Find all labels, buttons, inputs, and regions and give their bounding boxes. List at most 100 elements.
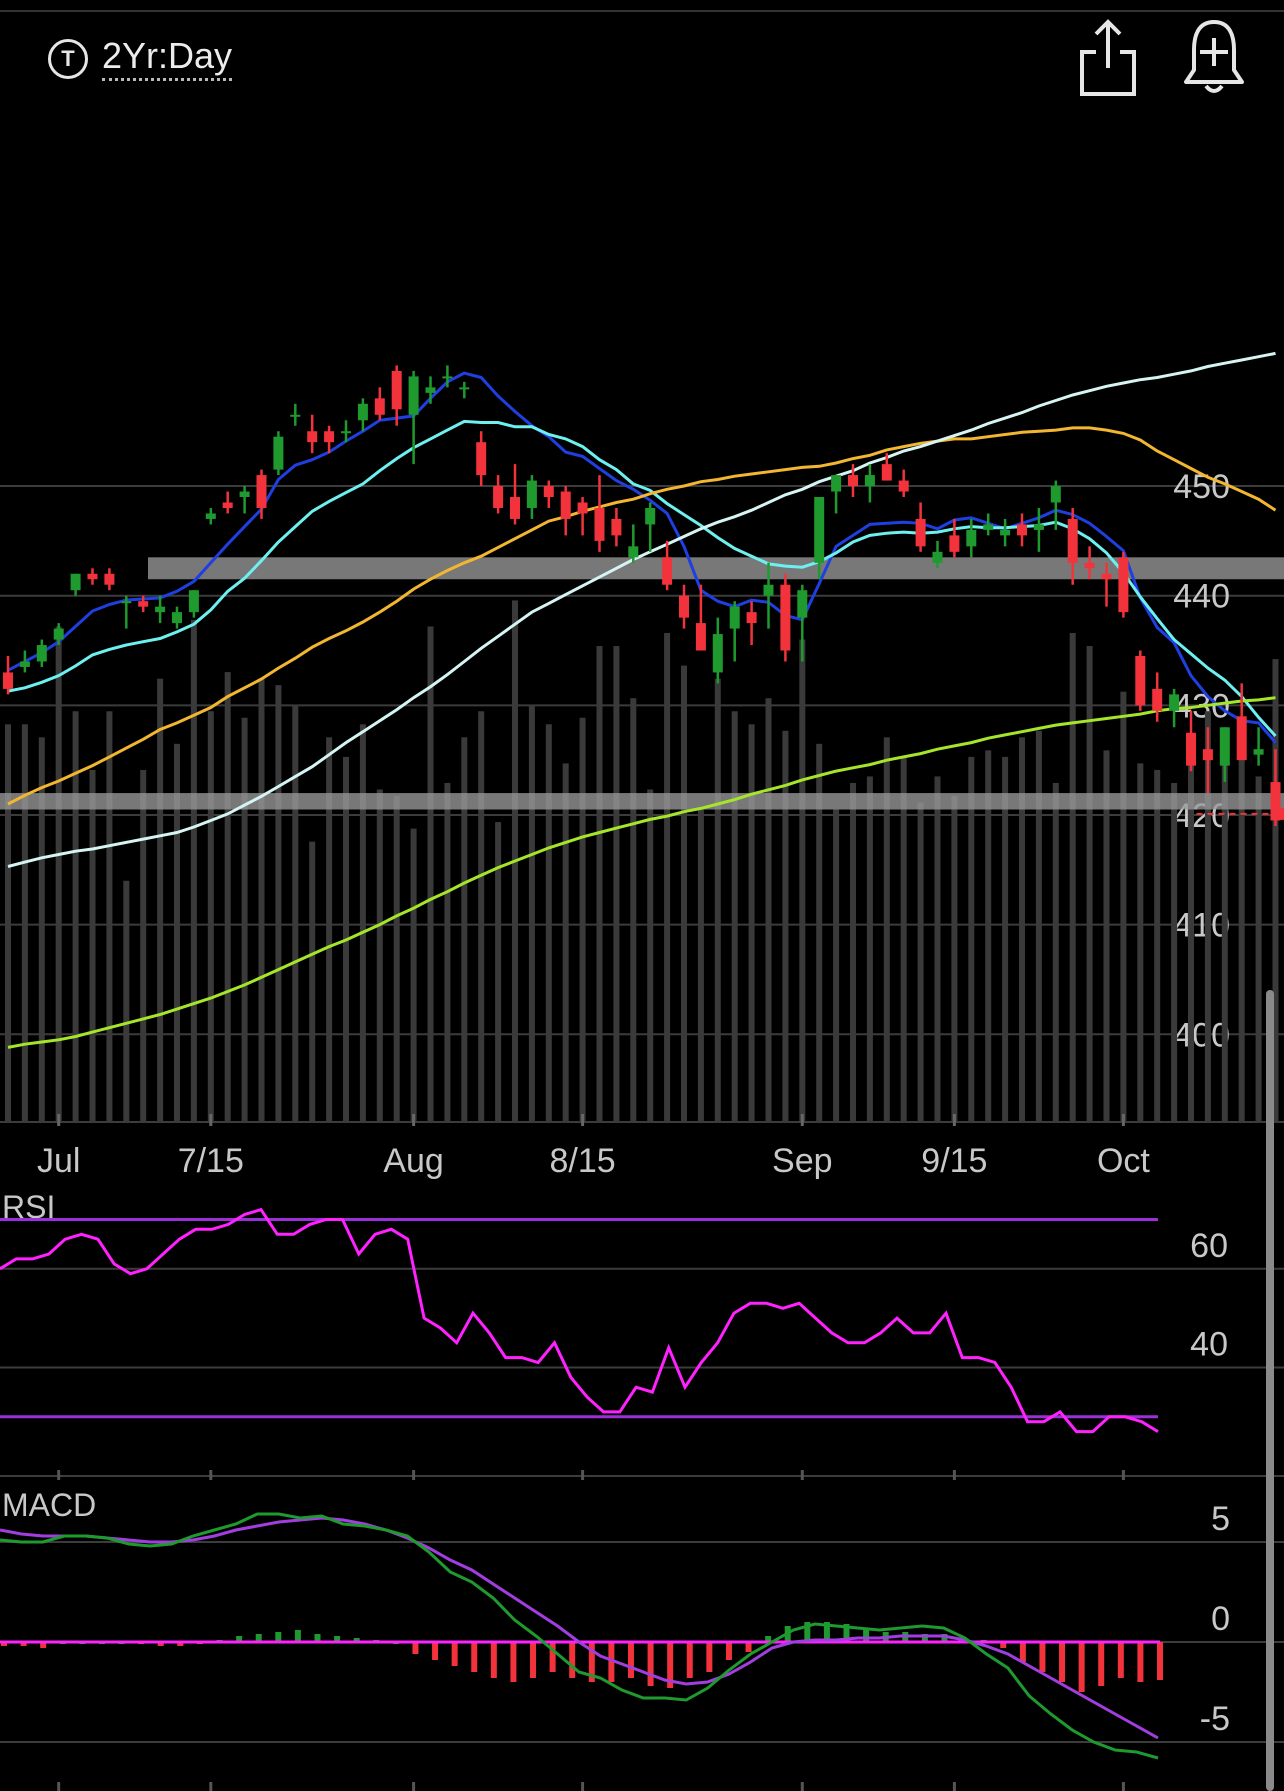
volume-bar — [934, 776, 941, 1122]
price-axis-label: 400 — [1173, 1016, 1230, 1054]
volume-bar — [866, 776, 873, 1122]
candle-body — [273, 436, 284, 470]
macd-histogram-bar — [1059, 1642, 1066, 1682]
candle-body — [1101, 573, 1112, 580]
volume-bar — [38, 737, 45, 1122]
candle-body — [341, 431, 351, 434]
candle-body — [1067, 518, 1078, 563]
volume-bar — [833, 809, 840, 1122]
candle-body — [374, 398, 385, 415]
candle-body — [53, 628, 64, 640]
top-toolbar: T 2Yr:Day — [0, 0, 1284, 110]
volume-bar — [900, 756, 907, 1122]
macd-histogram-bar — [823, 1622, 830, 1642]
volume-bar — [985, 750, 992, 1122]
volume-bar — [1019, 737, 1025, 1122]
macd-histogram-bar — [921, 1634, 928, 1642]
macd-axis-label: 0 — [1211, 1600, 1230, 1638]
volume-bar — [1188, 750, 1194, 1122]
macd-histogram-bar — [569, 1642, 576, 1678]
moving-average-line — [7, 696, 1276, 1049]
rsi-axis-label: 60 — [1190, 1227, 1228, 1265]
macd-histogram-bar — [412, 1642, 419, 1654]
candle-body — [290, 414, 301, 417]
volume-bar — [258, 678, 265, 1122]
moving-average-line — [7, 426, 1277, 806]
moving-average-line — [7, 419, 1277, 738]
volume-bar — [55, 626, 62, 1122]
volume-bar — [207, 711, 214, 1122]
macd-histogram-bar — [490, 1642, 497, 1678]
candle-body — [679, 595, 689, 618]
macd-histogram-bar — [255, 1634, 262, 1642]
candle-body — [695, 623, 706, 651]
volume-bar — [190, 619, 197, 1122]
candle-body — [459, 387, 470, 390]
vertical-scrollbar[interactable] — [1266, 990, 1274, 1791]
volume-bar — [545, 724, 552, 1122]
volume-bar — [444, 782, 451, 1122]
candle-body — [1050, 486, 1061, 503]
volume-bar — [596, 646, 603, 1122]
volume-bar — [664, 633, 671, 1122]
candle-body — [1202, 749, 1213, 761]
volume-bar — [461, 737, 468, 1122]
volume-bar — [1272, 659, 1279, 1122]
macd-signal-line — [0, 1516, 1159, 1740]
candle-body — [222, 502, 233, 508]
share-icon[interactable] — [1078, 18, 1138, 98]
time-range-label[interactable]: 2Yr:Day — [102, 36, 233, 81]
candle-body — [19, 661, 30, 667]
macd-panel-label: MACD — [2, 1487, 96, 1523]
volume-bar — [427, 626, 434, 1122]
volume-bar — [562, 763, 569, 1122]
candle-body — [425, 387, 436, 393]
volume-bar — [1035, 730, 1042, 1122]
volume-bar — [309, 841, 316, 1122]
macd-histogram-bar — [40, 1642, 47, 1648]
volume-bar — [917, 802, 924, 1122]
volume-bar — [410, 828, 417, 1122]
x-axis-label: 7/15 — [178, 1142, 244, 1180]
volume-bar — [106, 711, 113, 1122]
volume-bar — [799, 639, 806, 1122]
volume-bar — [326, 737, 333, 1122]
candle-body — [188, 590, 199, 613]
candle-body — [1219, 727, 1230, 766]
volume-bar — [1002, 756, 1009, 1122]
volume-bar — [731, 711, 738, 1122]
macd-histogram-bar — [686, 1642, 693, 1678]
candle-body — [324, 431, 335, 443]
candle-body — [36, 645, 47, 662]
macd-histogram-bar — [1000, 1642, 1007, 1648]
macd-histogram-bar — [1157, 1642, 1163, 1680]
price-axis-label: 440 — [1173, 578, 1230, 616]
candle-body — [3, 672, 13, 689]
alert-bell-plus-icon[interactable] — [1182, 16, 1246, 98]
volume-bar — [1137, 763, 1144, 1122]
candle-body — [172, 612, 182, 624]
candle-body — [831, 475, 842, 492]
candle-body — [898, 480, 909, 492]
x-axis-label: Sep — [772, 1142, 833, 1180]
volume-bar — [89, 769, 96, 1122]
volume-bar — [123, 880, 130, 1122]
candle-body — [87, 573, 98, 580]
volume-bar — [359, 724, 366, 1122]
candle-body — [476, 442, 487, 476]
volume-bar — [1052, 782, 1059, 1122]
candle-body — [1152, 688, 1163, 711]
candle-body — [357, 403, 368, 421]
candle-body — [391, 370, 402, 410]
x-axis-label: Jul — [37, 1142, 80, 1180]
macd-histogram-bar — [451, 1642, 458, 1666]
time-range-selector[interactable]: T 2Yr:Day — [48, 36, 233, 81]
macd-histogram-bar — [294, 1630, 301, 1642]
volume-bar — [681, 665, 687, 1122]
macd-histogram-bar — [667, 1642, 674, 1688]
volume-bar — [765, 698, 772, 1122]
macd-histogram-bar — [20, 1642, 27, 1646]
volume-bar — [292, 704, 299, 1122]
volume-bar — [579, 717, 586, 1122]
